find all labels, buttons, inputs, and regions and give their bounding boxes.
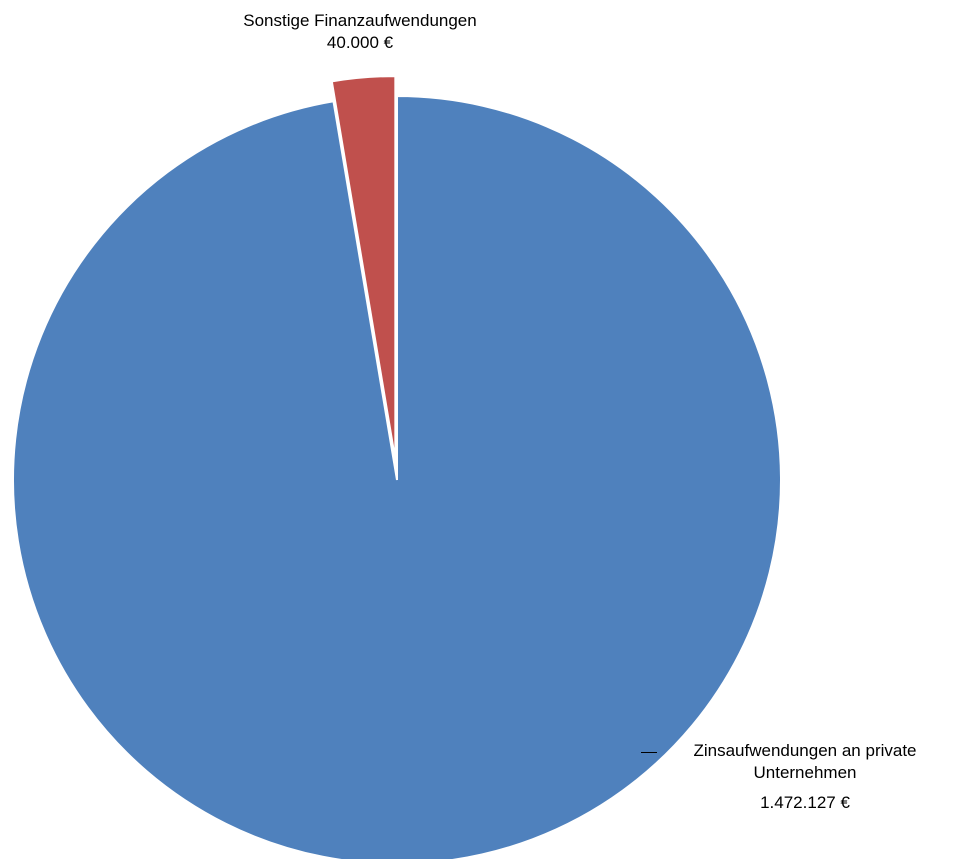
slice-label-zins: Zinsaufwendungen an private Unternehmen … <box>660 740 950 814</box>
slice-label-sonstige-value: 40.000 € <box>326 33 394 52</box>
leader-line-zins <box>641 752 657 753</box>
pie-slice-sonstige <box>330 75 397 461</box>
slice-label-sonstige: Sonstige Finanzaufwendungen 40.000 € <box>210 10 510 54</box>
pie-slices <box>12 75 783 859</box>
slice-label-zins-value: 1.472.127 € <box>760 793 850 812</box>
slice-label-sonstige-name: Sonstige Finanzaufwendungen <box>243 11 477 30</box>
slice-label-zins-name-line2: Unternehmen <box>753 763 857 782</box>
slice-label-zins-name-line1: Zinsaufwendungen an private <box>693 741 917 760</box>
pie-slice-zins <box>12 94 783 859</box>
